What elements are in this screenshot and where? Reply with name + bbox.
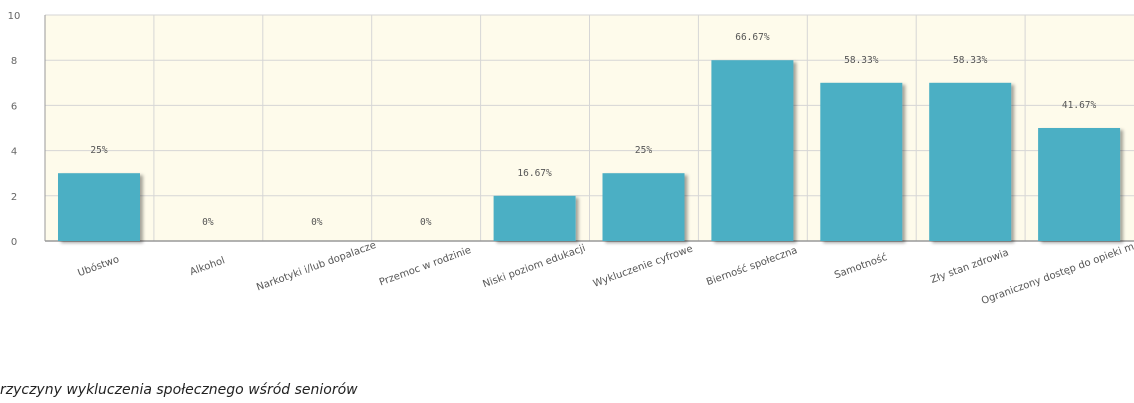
data-label: 66.67% <box>735 32 770 43</box>
x-tick-label: Samotność <box>833 251 889 281</box>
data-label: 58.33% <box>844 55 879 66</box>
bar <box>58 173 140 241</box>
data-label: 0% <box>311 217 323 228</box>
bar <box>1038 128 1121 241</box>
x-tick-label: Ubóstwo <box>76 253 121 279</box>
bar <box>493 195 576 241</box>
data-label: 41.67% <box>1062 100 1097 111</box>
x-tick-label: Wykluczenie cyfrowe <box>592 243 695 289</box>
x-tick-label: Przemoc w rodzinie <box>378 245 473 288</box>
bar <box>929 82 1012 241</box>
data-label: 25% <box>90 145 107 156</box>
y-tick-label: 4 <box>11 147 17 158</box>
chart-caption: rzyczyny wykluczenia społecznego wśród s… <box>0 382 358 398</box>
x-tick-label: Niski poziom edukacji <box>481 243 587 290</box>
y-tick-label: 10 <box>8 11 21 22</box>
x-tick-label: Narkotyki i/lub dopalacze <box>255 240 378 294</box>
y-tick-label: 8 <box>11 56 17 67</box>
bars <box>58 60 1121 242</box>
gridlines <box>44 14 1134 242</box>
data-labels: 25% 0% 0% 0% 16.67% 25% 66.67% 58.33% 58.33% 41.6… <box>90 32 1096 228</box>
bar <box>820 82 903 241</box>
x-tick-label: Zły stan zdrowia <box>929 247 1010 285</box>
data-label: 25% <box>635 145 652 156</box>
x-tick-label: Bierność społeczna <box>705 244 799 288</box>
x-tick-label: Alkohol <box>189 255 227 278</box>
bar <box>711 60 794 242</box>
data-label: 58.33% <box>953 55 988 66</box>
y-tick-label: 2 <box>11 192 17 203</box>
data-label: 0% <box>202 217 214 228</box>
y-tick-label: 6 <box>11 101 17 112</box>
data-label: 16.67% <box>517 168 552 179</box>
data-label: 0% <box>420 217 432 228</box>
bar <box>602 173 685 241</box>
y-axis-ticks: 0 2 4 6 8 10 <box>8 11 21 248</box>
y-tick-label: 0 <box>11 237 17 248</box>
